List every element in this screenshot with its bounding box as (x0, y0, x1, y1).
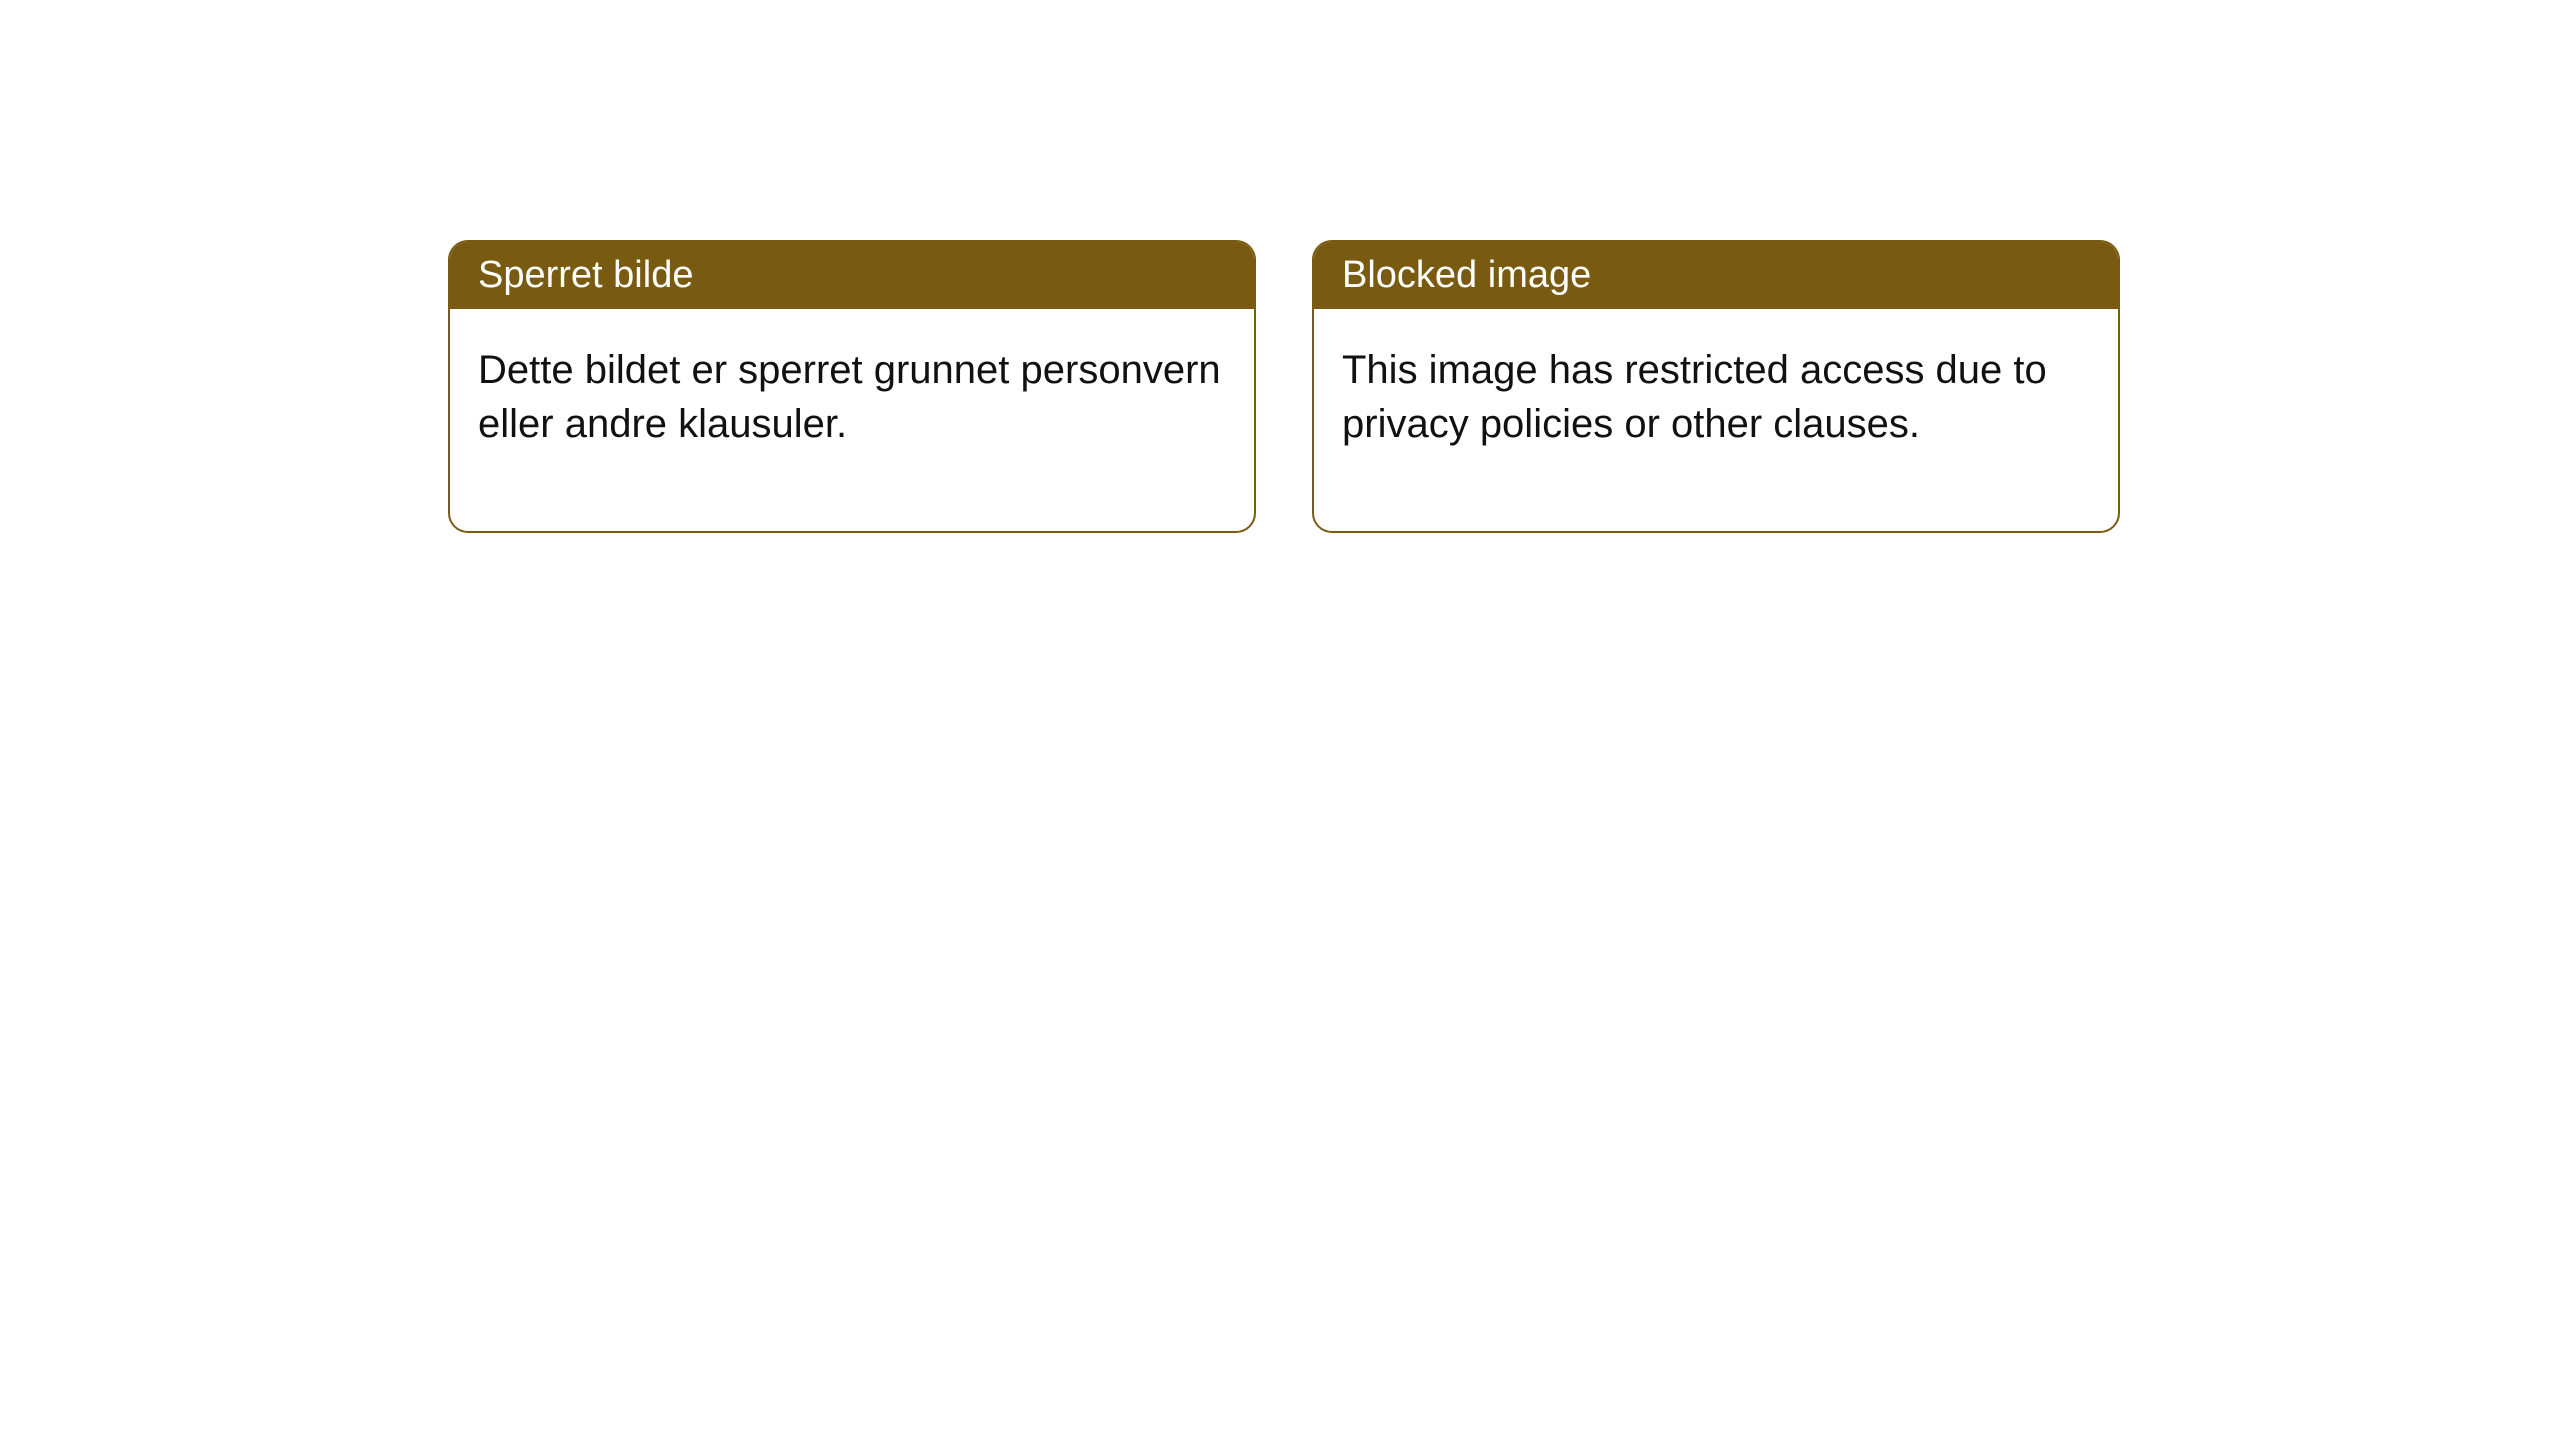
notice-title-english: Blocked image (1314, 242, 2118, 309)
notice-card-english: Blocked image This image has restricted … (1312, 240, 2120, 533)
notice-message-norwegian: Dette bildet er sperret grunnet personve… (450, 309, 1254, 531)
notice-container: Sperret bilde Dette bildet er sperret gr… (0, 0, 2560, 533)
notice-card-norwegian: Sperret bilde Dette bildet er sperret gr… (448, 240, 1256, 533)
notice-message-english: This image has restricted access due to … (1314, 309, 2118, 531)
notice-title-norwegian: Sperret bilde (450, 242, 1254, 309)
